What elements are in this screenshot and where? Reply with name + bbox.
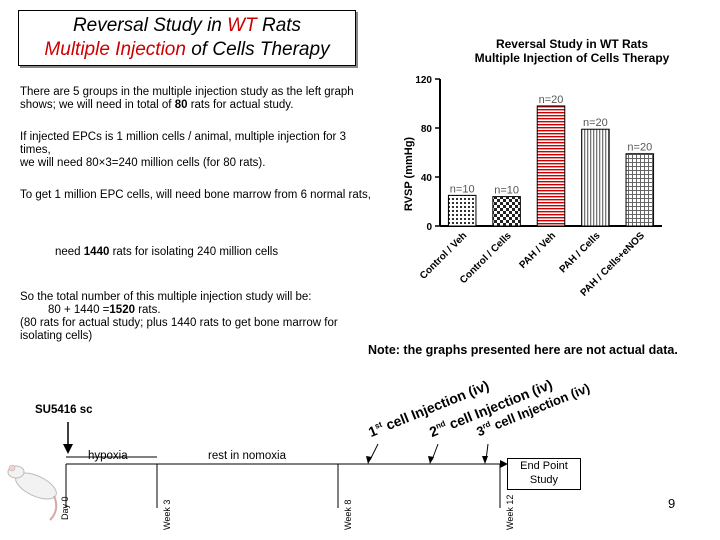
chart-y-tick-label: 0 xyxy=(426,222,432,233)
paragraph-total: So the total number of this multiple inj… xyxy=(20,291,338,342)
paragraph-bone-marrow: To get 1 million EPC cells, will need bo… xyxy=(20,189,371,201)
chart-axes: 0 40 80 120 xyxy=(415,75,662,233)
chart-bar xyxy=(492,196,521,227)
week-label-day0: Day 0 xyxy=(60,496,70,520)
chart-bar xyxy=(625,153,655,227)
week-label-week8: Week 8 xyxy=(343,499,353,530)
week-label-week12: Week 12 xyxy=(505,494,515,530)
chart-y-axis-label: RVSP (mmHg) xyxy=(403,137,415,212)
chart-y-tick-label: 80 xyxy=(421,124,433,135)
normoxia-label: rest in nomoxia xyxy=(208,450,286,462)
chart-data-label: n=10 xyxy=(450,183,475,195)
sugen-arrow-head xyxy=(63,444,73,454)
chart-bar xyxy=(581,128,610,227)
disclaimer-note: Note: the graphs presented here are not … xyxy=(368,343,678,357)
rat-illustration xyxy=(7,464,58,521)
chart-title: Reversal Study in WT Rats xyxy=(496,37,648,51)
rvsp-bar-chart: Reversal Study in WT Rats Multiple Injec… xyxy=(392,34,718,324)
timeline-arrow-head xyxy=(500,460,508,468)
chart-svg: Reversal Study in WT Rats Multiple Injec… xyxy=(403,37,670,299)
chart-subtitle: Multiple Injection of Cells Therapy xyxy=(475,51,670,65)
chart-data-label: n=10 xyxy=(494,185,519,197)
sugen-label: SU5416 sc xyxy=(35,404,93,416)
chart-category-label: PAH / Veh xyxy=(517,230,558,271)
chart-data-label: n=20 xyxy=(583,117,608,129)
timeline-graphic xyxy=(7,422,508,521)
chart-y-tick-label: 40 xyxy=(421,173,433,184)
chart-data-label: n=20 xyxy=(627,142,652,154)
hypoxia-label: hypoxia xyxy=(88,450,128,462)
chart-category-label: PAH / Cells xyxy=(558,230,603,275)
paragraph-cells: If injected EPCs is 1 million cells / an… xyxy=(20,131,346,169)
title-box: Reversal Study in WT Rats Multiple Injec… xyxy=(18,10,356,66)
paragraph-groups: There are 5 groups in the multiple injec… xyxy=(20,86,354,111)
chart-bar xyxy=(447,194,477,227)
title-line-1: Reversal Study in WT Rats xyxy=(72,15,302,36)
chart-y-tick-label: 120 xyxy=(415,75,432,86)
paragraph-rats-needed: need 1440 rats for isolating 240 million… xyxy=(55,246,279,258)
chart-bars xyxy=(447,105,655,227)
chart-data-label: n=20 xyxy=(539,94,564,106)
chart-bar xyxy=(536,105,566,227)
end-point-box: End Point Study xyxy=(507,458,581,490)
title-line-2: Multiple Injection of Cells Therapy xyxy=(44,39,330,60)
week-label-week3: Week 3 xyxy=(162,499,172,530)
page-number: 9 xyxy=(668,496,676,511)
